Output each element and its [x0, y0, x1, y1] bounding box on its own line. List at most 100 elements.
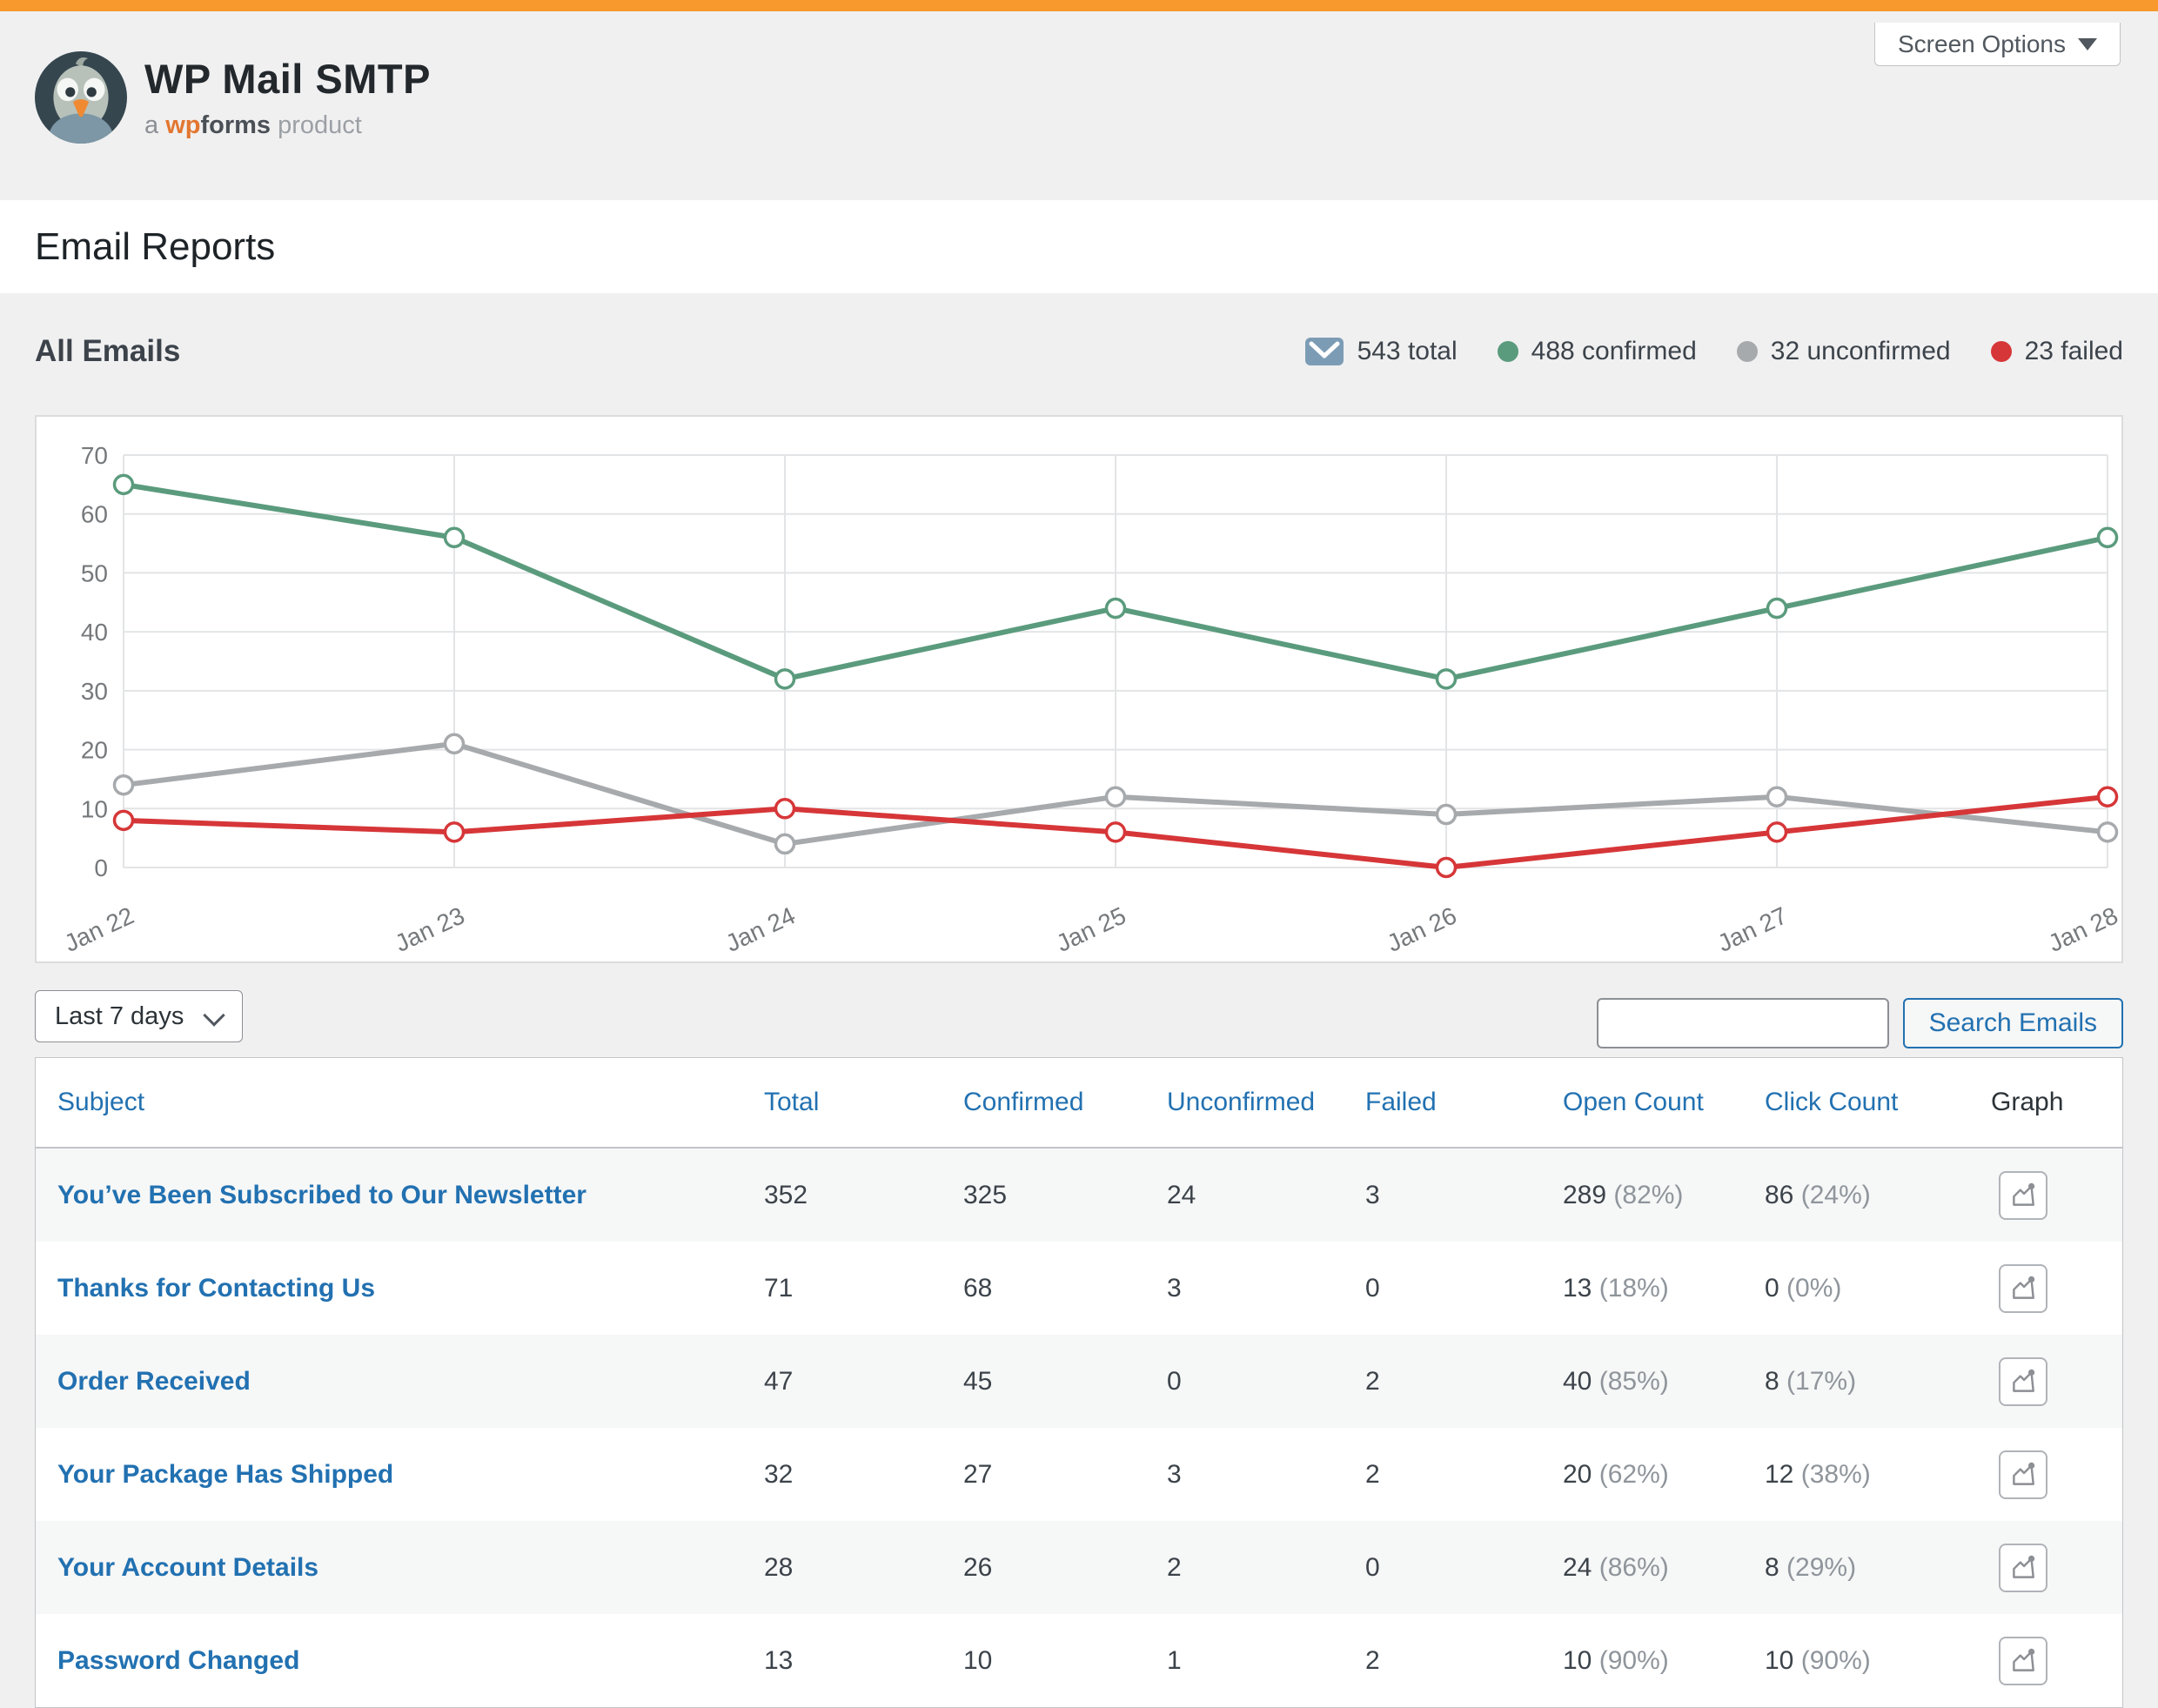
data-point-failed [1435, 856, 1458, 879]
column-header-subject: Subject [36, 1058, 763, 1149]
count-percent: (86%) [1598, 1552, 1669, 1582]
subject-cell: You’ve Been Subscribed to Our Newsletter [36, 1148, 763, 1242]
sort-link-failed[interactable]: Failed [1365, 1088, 1437, 1116]
svg-text:70: 70 [81, 442, 108, 469]
sort-link-unconfirmed[interactable]: Unconfirmed [1167, 1088, 1316, 1116]
open-count-cell: 40 (85%) [1562, 1335, 1764, 1428]
data-point-unconfirmed [1435, 803, 1458, 826]
count-value: 40 [1563, 1366, 1599, 1396]
legend-total-label: 543 total [1357, 336, 1458, 365]
table-row: You’ve Been Subscribed to Our Newsletter… [36, 1148, 2122, 1242]
top-accent-bar [0, 0, 2158, 11]
subject-link[interactable]: Password Changed [57, 1645, 300, 1675]
total-cell: 32 [764, 1459, 794, 1489]
subject-cell: Your Package Has Shipped [36, 1428, 763, 1521]
subject-cell: Thanks for Contacting Us [36, 1242, 763, 1335]
confirmed-cell: 68 [963, 1273, 993, 1303]
sort-link-click-count[interactable]: Click Count [1765, 1088, 1899, 1116]
open-count-cell: 24 (86%) [1562, 1521, 1764, 1614]
click-count-cell: 8 (17%) [1764, 1335, 1990, 1428]
subject-link[interactable]: Order Received [57, 1366, 251, 1396]
search-group: Search Emails [1596, 998, 2123, 1048]
failed-cell: 0 [1365, 1552, 1380, 1582]
count-percent: (38%) [1800, 1459, 1871, 1489]
confirmed-cell: 10 [963, 1645, 993, 1675]
count-percent: (85%) [1598, 1366, 1669, 1396]
count-percent: (82%) [1613, 1180, 1684, 1209]
sort-link-subject[interactable]: Subject [57, 1088, 145, 1116]
screen-options-button[interactable]: Screen Options [1874, 23, 2121, 66]
chart-legend: 543 total 488 confirmed 32 unconfirmed 23 … [1304, 337, 2123, 366]
count-percent: (0%) [1786, 1273, 1842, 1303]
count-percent: (17%) [1786, 1366, 1857, 1396]
table-row: Thanks for Contacting Us 71 68 3 0 13 (18%) 0 … [36, 1242, 2122, 1335]
subject-link[interactable]: You’ve Been Subscribed to Our Newsletter [57, 1180, 586, 1209]
count-percent: (18%) [1598, 1273, 1669, 1303]
svg-text:Jan 25: Jan 25 [1052, 901, 1129, 957]
sort-link-confirmed[interactable]: Confirmed [963, 1088, 1084, 1116]
view-graph-button[interactable] [1999, 1543, 2047, 1592]
view-graph-button[interactable] [1999, 1170, 2047, 1220]
view-graph-button[interactable] [1999, 1356, 2047, 1406]
count-percent: (24%) [1800, 1180, 1871, 1209]
column-header-confirmed: Confirmed [962, 1058, 1166, 1149]
data-point-unconfirmed [1766, 786, 1788, 807]
confirmed-cell: 325 [963, 1180, 1008, 1209]
sort-link-total[interactable]: Total [764, 1088, 820, 1116]
subject-cell: Order Received [36, 1335, 763, 1428]
svg-text:Jan 23: Jan 23 [391, 901, 468, 957]
view-graph-button[interactable] [1999, 1263, 2047, 1313]
data-point-failed [1104, 821, 1127, 843]
view-graph-button[interactable] [1999, 1450, 2047, 1499]
app-subtitle: a wpforms product [144, 111, 431, 140]
table-row: Password Changed 13 10 1 2 10 (90%) 10 (90%) [36, 1614, 2122, 1707]
line-chart-icon [2013, 1555, 2035, 1578]
date-range-wrap: Last 7 days [35, 990, 243, 1042]
data-point-unconfirmed [1104, 786, 1127, 807]
count-value: 86 [1765, 1180, 1801, 1209]
subject-link[interactable]: Your Account Details [57, 1552, 319, 1582]
click-count-cell: 0 (0%) [1764, 1242, 1990, 1335]
sort-link-open-count[interactable]: Open Count [1563, 1088, 1704, 1116]
count-value: 20 [1563, 1459, 1599, 1489]
subtitle-wp: wp [165, 111, 201, 139]
column-header-graph: Graph [1990, 1058, 2122, 1149]
count-value: 24 [1563, 1552, 1599, 1582]
column-header-total: Total [763, 1058, 962, 1149]
total-cell: 71 [764, 1273, 794, 1303]
total-cell: 352 [764, 1180, 808, 1209]
open-count-cell: 289 (82%) [1562, 1148, 1764, 1242]
total-cell: 13 [764, 1645, 794, 1675]
click-count-cell: 10 (90%) [1764, 1614, 1990, 1707]
page-title-band: Email Reports [0, 200, 2158, 293]
graph-cell [1990, 1335, 2122, 1428]
count-value: 13 [1563, 1273, 1599, 1303]
view-graph-button[interactable] [1999, 1636, 2047, 1685]
date-range-select[interactable]: Last 7 days [35, 990, 243, 1042]
count-value: 0 [1765, 1273, 1787, 1303]
svg-text:40: 40 [81, 619, 108, 646]
subject-link[interactable]: Thanks for Contacting Us [57, 1273, 376, 1303]
column-header-click-count: Click Count [1764, 1058, 1990, 1149]
app-header: WP Mail SMTP a wpforms product Screen Op… [0, 11, 2158, 200]
search-input[interactable] [1596, 998, 1889, 1048]
open-count-cell: 10 (90%) [1562, 1614, 1764, 1707]
unconfirmed-cell: 0 [1167, 1366, 1182, 1396]
subject-link[interactable]: Your Package Has Shipped [57, 1459, 394, 1489]
svg-text:0: 0 [94, 854, 108, 881]
legend-item-label: 32 unconfirmed [1770, 336, 1951, 365]
svg-text:Jan 28: Jan 28 [2044, 901, 2121, 957]
svg-text:Jan 22: Jan 22 [60, 901, 137, 957]
total-cell: 28 [764, 1552, 794, 1582]
column-header-open-count: Open Count [1562, 1058, 1764, 1149]
graph-cell [1990, 1148, 2122, 1242]
confirmed-cell: 45 [963, 1366, 993, 1396]
count-percent: (62%) [1598, 1459, 1669, 1489]
screen-options-label: Screen Options [1898, 30, 2066, 57]
graph-cell [1990, 1614, 2122, 1707]
search-emails-button[interactable]: Search Emails [1902, 998, 2123, 1048]
graph-cell [1990, 1242, 2122, 1335]
section-title: All Emails [35, 333, 181, 368]
failed-cell: 0 [1365, 1273, 1380, 1303]
app-title: WP Mail SMTP [144, 56, 431, 102]
